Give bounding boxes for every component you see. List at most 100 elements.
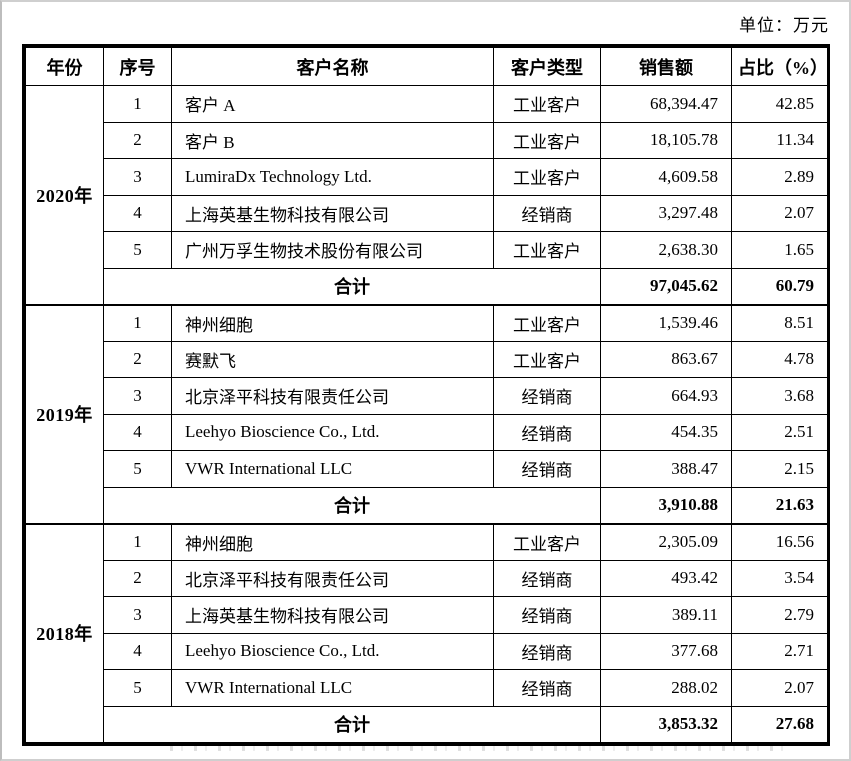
cell-percentage: 3.68 <box>731 377 828 415</box>
cell-index: 4 <box>103 413 172 451</box>
cell-customer-type: 工业客户 <box>493 121 601 159</box>
cell-sales: 454.35 <box>600 413 732 451</box>
cell-sales: 863.67 <box>600 340 732 378</box>
total-row: 合计 97,045.62 60.79 <box>26 267 828 305</box>
cell-index: 1 <box>103 303 172 342</box>
cell-sales: 18,105.78 <box>600 121 732 159</box>
cell-percentage: 2.51 <box>731 413 828 451</box>
table-row: 3 北京泽平科技有限责任公司 经销商 664.93 3.68 <box>26 377 828 415</box>
table-row: 5 VWR International LLC 经销商 388.47 2.15 <box>26 450 828 488</box>
cell-percentage: 2.89 <box>731 158 828 196</box>
table-row: 4 Leehyo Bioscience Co., Ltd. 经销商 377.68 2.7… <box>26 632 828 670</box>
table-row: 3 LumiraDx Technology Ltd. 工业客户 4,609.58 2.8… <box>26 158 828 196</box>
cell-customer-type: 经销商 <box>493 669 601 707</box>
cell-sales: 288.02 <box>600 669 732 707</box>
cell-percentage: 8.51 <box>731 303 828 342</box>
cell-percentage: 16.56 <box>731 522 828 561</box>
cell-customer-name: 广州万孚生物技术股份有限公司 <box>171 231 494 269</box>
header-percentage: 占比（%） <box>731 47 828 86</box>
cell-sales: 377.68 <box>600 632 732 670</box>
cell-index: 1 <box>103 85 172 123</box>
cell-percentage: 2.07 <box>731 194 828 232</box>
table-row: 2 北京泽平科技有限责任公司 经销商 493.42 3.54 <box>26 559 828 597</box>
table-row: 2019年 1 神州细胞 工业客户 1,539.46 8.51 <box>25 303 828 524</box>
total-sales: 97,045.62 <box>600 267 732 305</box>
customer-sales-table: 年份 序号 客户名称 客户类型 销售额 占比（%） 2020年 1 客户 A 工业客户… <box>25 47 828 743</box>
cell-customer-name: LumiraDx Technology Ltd. <box>171 158 494 196</box>
cell-customer-name: 神州细胞 <box>171 522 494 561</box>
cell-sales: 664.93 <box>600 377 732 415</box>
table-row: 4 Leehyo Bioscience Co., Ltd. 经销商 454.35 2.5… <box>26 413 828 451</box>
cell-customer-type: 工业客户 <box>493 231 601 269</box>
header-sales: 销售额 <box>600 47 732 86</box>
total-row: 合计 3,853.32 27.68 <box>26 705 828 743</box>
unit-label: 单位：万元 <box>739 16 829 35</box>
cell-customer-name: 客户 B <box>171 121 494 159</box>
cell-customer-name: 北京泽平科技有限责任公司 <box>171 377 494 415</box>
cell-customer-type: 工业客户 <box>493 158 601 196</box>
header-row: 年份 序号 客户名称 客户类型 销售额 占比（%） <box>25 47 828 86</box>
total-sales: 3,910.88 <box>600 486 732 524</box>
cell-index: 3 <box>103 377 172 415</box>
total-percentage: 60.79 <box>731 267 828 305</box>
table-row: 3 上海英基生物科技有限公司 经销商 389.11 2.79 <box>26 596 828 634</box>
cell-customer-type: 工业客户 <box>493 303 601 342</box>
year-cell: 2018年 <box>25 522 104 743</box>
cell-index: 4 <box>103 194 172 232</box>
customer-sales-table-wrap: 年份 序号 客户名称 客户类型 销售额 占比（%） 2020年 1 客户 A 工业客户… <box>22 44 830 746</box>
table-body: 2020年 1 客户 A 工业客户 68,394.47 42.85 2 客户 B 工业客户 18,… <box>25 85 828 743</box>
cell-customer-name: VWR International LLC <box>171 669 494 707</box>
cell-percentage: 2.15 <box>731 450 828 488</box>
cell-customer-name: 上海英基生物科技有限公司 <box>171 194 494 232</box>
cell-customer-name: 神州细胞 <box>171 303 494 342</box>
cell-customer-type: 经销商 <box>493 632 601 670</box>
cell-customer-name: 赛默飞 <box>171 340 494 378</box>
year-cell: 2019年 <box>25 303 104 524</box>
cell-customer-type: 工业客户 <box>493 340 601 378</box>
cell-index: 2 <box>103 340 172 378</box>
cell-customer-name: Leehyo Bioscience Co., Ltd. <box>171 413 494 451</box>
table-row: 2 赛默飞 工业客户 863.67 4.78 <box>26 340 828 378</box>
total-percentage: 27.68 <box>731 705 828 743</box>
cell-sales: 389.11 <box>600 596 732 634</box>
total-label: 合计 <box>103 486 601 524</box>
cell-sales: 3,297.48 <box>600 194 732 232</box>
table-row: 5 VWR International LLC 经销商 288.02 2.07 <box>26 669 828 707</box>
total-percentage: 21.63 <box>731 486 828 524</box>
table-row: 4 上海英基生物科技有限公司 经销商 3,297.48 2.07 <box>26 194 828 232</box>
cell-customer-type: 工业客户 <box>493 522 601 561</box>
cell-customer-name: 北京泽平科技有限责任公司 <box>171 559 494 597</box>
cell-index: 5 <box>103 669 172 707</box>
cell-customer-type: 经销商 <box>493 413 601 451</box>
table-row: 2020年 1 客户 A 工业客户 68,394.47 42.85 <box>25 85 828 305</box>
cell-index: 1 <box>103 522 172 561</box>
cell-index: 3 <box>103 158 172 196</box>
cell-percentage: 3.54 <box>731 559 828 597</box>
cell-sales: 2,305.09 <box>600 522 732 561</box>
cell-customer-name: Leehyo Bioscience Co., Ltd. <box>171 632 494 670</box>
header-customer-name: 客户名称 <box>171 47 494 86</box>
total-row: 合计 3,910.88 21.63 <box>26 486 828 524</box>
cell-percentage: 2.71 <box>731 632 828 670</box>
cell-index: 5 <box>103 450 172 488</box>
table-header: 年份 序号 客户名称 客户类型 销售额 占比（%） <box>25 47 828 86</box>
cell-index: 4 <box>103 632 172 670</box>
cell-sales: 68,394.47 <box>600 85 732 123</box>
header-customer-type: 客户类型 <box>493 47 601 86</box>
table-row: 5 广州万孚生物技术股份有限公司 工业客户 2,638.30 1.65 <box>26 231 828 269</box>
cell-index: 2 <box>103 559 172 597</box>
total-label: 合计 <box>103 267 601 305</box>
cell-customer-name: 客户 A <box>171 85 494 123</box>
header-year: 年份 <box>25 47 104 86</box>
year-cell: 2020年 <box>25 85 104 305</box>
cell-percentage: 11.34 <box>731 121 828 159</box>
cell-percentage: 2.07 <box>731 669 828 707</box>
cell-percentage: 2.79 <box>731 596 828 634</box>
cell-customer-name: VWR International LLC <box>171 450 494 488</box>
cell-percentage: 42.85 <box>731 85 828 123</box>
cell-percentage: 4.78 <box>731 340 828 378</box>
cell-customer-type: 经销商 <box>493 194 601 232</box>
cell-customer-type: 工业客户 <box>493 85 601 123</box>
total-sales: 3,853.32 <box>600 705 732 743</box>
header-index: 序号 <box>103 47 172 86</box>
